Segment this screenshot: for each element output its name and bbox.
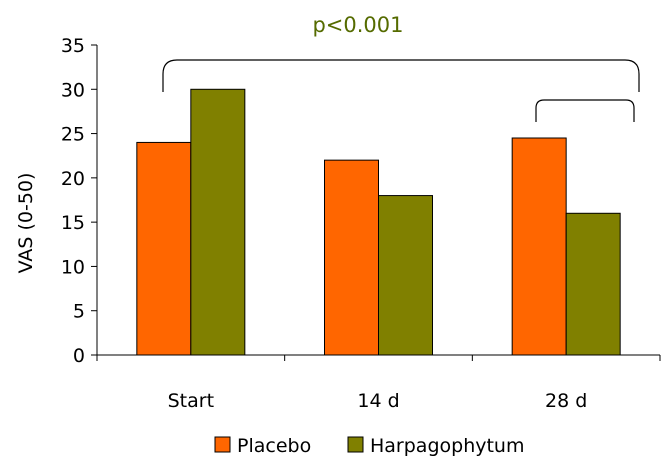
p-value-label: p<0.001: [312, 13, 403, 37]
x-tick-label: 14 d: [357, 390, 399, 412]
y-tick-label: 15: [61, 212, 85, 234]
legend-label: Placebo: [237, 435, 311, 457]
legend-swatch: [214, 436, 231, 453]
y-tick-label: 25: [61, 124, 85, 146]
plot-area: [136, 88, 621, 356]
y-tick-label: 0: [73, 345, 85, 367]
bar-harpagophytum: [190, 88, 246, 356]
y-tick-label: 35: [61, 35, 85, 57]
y-axis: 0 5 10 15 20 25 30 35: [61, 35, 98, 367]
y-tick-label: 10: [61, 256, 85, 278]
bar-placebo: [511, 137, 567, 356]
significance-annotations: p<0.001: [162, 13, 640, 122]
x-tick-label: Start: [168, 390, 214, 412]
significance-bracket-large: [162, 59, 640, 92]
bar-placebo: [324, 159, 379, 356]
bar-placebo: [136, 141, 192, 356]
x-axis: Start 14 d 28 d: [96, 354, 661, 412]
bar-harpagophytum: [565, 212, 621, 356]
y-tick-label: 20: [61, 168, 85, 190]
legend-label: Harpagophytum: [370, 435, 524, 457]
y-tick-label: 5: [73, 301, 85, 323]
y-axis-label: VAS (0-50): [15, 173, 37, 274]
y-tick-label: 30: [61, 79, 85, 101]
x-tick-label: 28 d: [545, 390, 587, 412]
bar-harpagophytum: [378, 195, 433, 356]
significance-bracket-small: [535, 99, 635, 122]
legend: Placebo Harpagophytum: [214, 435, 524, 457]
legend-swatch: [347, 436, 364, 453]
